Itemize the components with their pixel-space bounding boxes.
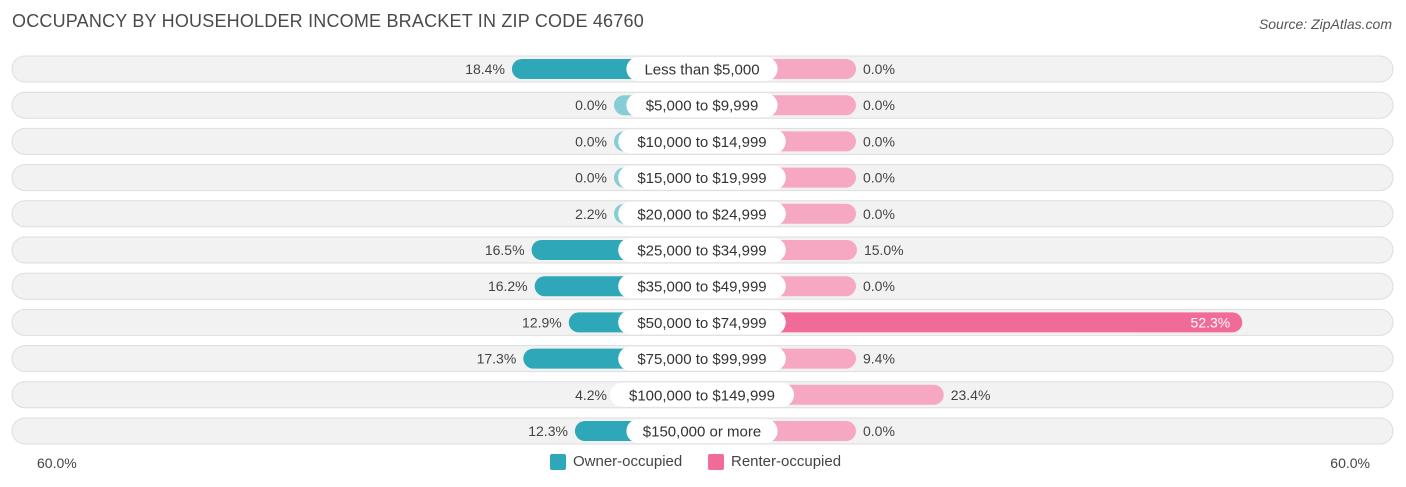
category-label: $150,000 or more xyxy=(643,424,761,441)
category-label: $15,000 to $19,999 xyxy=(637,170,766,187)
owner-value-label: 16.5% xyxy=(485,242,525,258)
category-label-bg xyxy=(618,165,786,190)
category-label-bg xyxy=(618,238,786,262)
renter-value-label: 52.3% xyxy=(1191,314,1231,330)
category-label-bg xyxy=(618,274,786,299)
renter-value-label: 15.0% xyxy=(864,242,904,258)
renter-value-label: 9.4% xyxy=(863,351,895,367)
renter-value-label: 0.0% xyxy=(863,170,895,186)
owner-value-label: 12.3% xyxy=(528,423,568,439)
owner-value-label: 0.0% xyxy=(575,97,607,113)
legend-owner-label: Owner-occupied xyxy=(573,453,683,470)
owner-value-label: 18.4% xyxy=(465,61,505,77)
category-label-bg xyxy=(618,201,786,226)
category-label: $35,000 to $49,999 xyxy=(637,279,766,296)
legend-owner: Owner-occupied xyxy=(550,453,682,470)
category-label-bg xyxy=(618,346,786,371)
category-label-bg xyxy=(626,57,778,81)
owner-value-label: 16.2% xyxy=(488,278,528,294)
owner-value-label: 0.0% xyxy=(575,170,607,186)
chart-source: Source: ZipAtlas.com xyxy=(1258,16,1392,32)
category-label: $5,000 to $9,999 xyxy=(646,98,759,115)
owner-value-label: 2.2% xyxy=(575,206,607,222)
category-label-bg xyxy=(626,93,778,118)
axis-right-label: 60.0% xyxy=(1330,455,1370,471)
owner-value-label: 0.0% xyxy=(575,133,607,149)
legend-renter-swatch xyxy=(708,453,724,470)
category-label: $75,000 to $99,999 xyxy=(637,351,766,368)
category-label: $20,000 to $24,999 xyxy=(637,206,766,223)
category-label-bg xyxy=(618,129,786,154)
category-label-bg xyxy=(626,419,778,443)
renter-value-label: 0.0% xyxy=(863,133,895,149)
renter-bar xyxy=(702,312,1243,333)
owner-value-label: 4.2% xyxy=(575,387,607,403)
legend-owner-swatch xyxy=(550,453,566,470)
renter-value-label: 23.4% xyxy=(951,387,991,403)
category-label-bg xyxy=(618,310,786,335)
renter-value-label: 0.0% xyxy=(863,278,895,294)
category-label: $50,000 to $74,999 xyxy=(637,315,766,332)
legend: Owner-occupied Renter-occupied xyxy=(0,453,1406,473)
chart-title: OCCUPANCY BY HOUSEHOLDER INCOME BRACKET … xyxy=(12,11,644,31)
renter-value-label: 0.0% xyxy=(863,206,895,222)
owner-value-label: 12.9% xyxy=(522,314,562,330)
renter-value-label: 0.0% xyxy=(863,97,895,113)
category-label: $10,000 to $14,999 xyxy=(637,134,766,151)
category-label: $100,000 to $149,999 xyxy=(629,387,775,404)
legend-renter: Renter-occupied xyxy=(708,453,841,470)
owner-value-label: 17.3% xyxy=(477,351,517,367)
axis-left-label: 60.0% xyxy=(37,455,77,471)
renter-value-label: 0.0% xyxy=(863,61,895,77)
category-label: Less than $5,000 xyxy=(644,62,759,79)
legend-renter-label: Renter-occupied xyxy=(731,453,842,470)
renter-value-label: 0.0% xyxy=(863,423,895,439)
category-label-bg xyxy=(610,382,794,407)
category-label: $25,000 to $34,999 xyxy=(637,243,766,260)
